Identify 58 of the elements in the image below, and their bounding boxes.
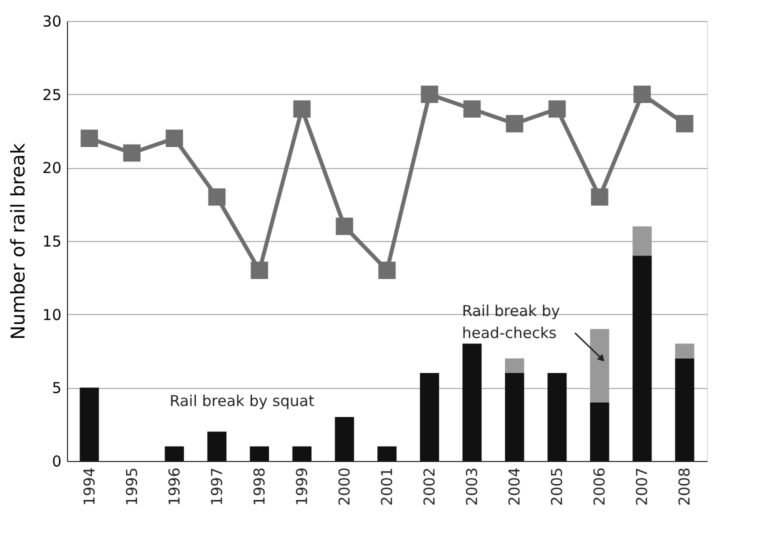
x-tick-label: 1999 [292,468,311,506]
x-tick-label: 2004 [506,468,524,506]
bar [207,432,226,461]
x-tick-label: 2001 [378,468,396,506]
y-tick-label: 10 [42,306,62,324]
bar [505,373,524,461]
bar [80,388,99,461]
x-tick-label: 2007 [633,468,652,506]
x-tick-label: 1995 [122,468,141,506]
bar [590,329,610,402]
point [80,130,98,147]
x-tick-label: 2000 [335,468,354,506]
point [633,86,651,103]
point [463,100,481,118]
x-tick-label: 2002 [420,468,439,506]
bar [462,344,482,461]
x-tick-label: 1996 [165,468,184,506]
y-tick-label: 0 [52,452,62,470]
point [123,144,141,162]
x-tick-label: 1997 [208,468,226,506]
y-tick-label: 30 [42,12,62,30]
point [590,188,608,206]
bar [548,373,567,461]
y-tick-label: 15 [42,232,62,250]
bar [164,446,184,461]
x-tick-label: 2005 [548,468,566,506]
bar [632,226,652,256]
annotation: Rail break by head-checks [462,302,560,342]
y-tick-label: 20 [42,159,62,178]
point [166,130,184,147]
bar [377,446,397,461]
point [208,188,226,206]
bar [334,417,354,461]
y-tick-label: 5 [52,379,62,398]
point [250,262,268,279]
x-tick-label: 2003 [463,468,482,506]
bar [632,256,652,461]
x-tick-label: 1998 [250,468,268,506]
bar [675,358,694,461]
x-tick-label: 2008 [676,468,694,506]
point [336,218,354,235]
x-tick-label: 2006 [590,468,609,506]
y-tick-label: 25 [42,86,62,104]
bar [505,358,524,373]
bar [590,402,610,461]
point [378,262,396,279]
point [676,115,694,132]
point [420,86,438,103]
bar [292,446,312,461]
bar [420,373,440,461]
point [548,100,566,118]
point [506,115,524,132]
point [293,100,311,118]
annotation: Rail break by squat [170,392,314,410]
bar [250,446,269,461]
x-tick-label: 1994 [80,468,98,506]
bar [675,344,694,358]
y-axis-title: Number of rail break [7,143,30,340]
